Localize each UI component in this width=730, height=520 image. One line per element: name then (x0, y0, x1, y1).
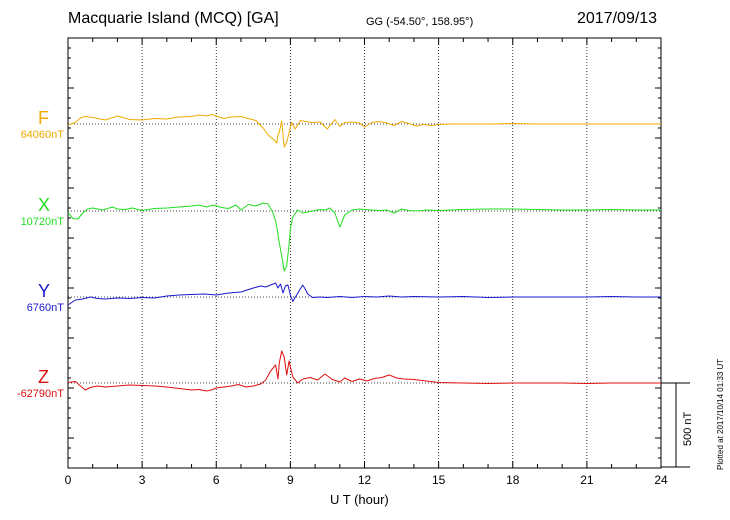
chart-date: 2017/09/13 (577, 10, 658, 27)
plot-border (67, 37, 662, 469)
x-tick-label: 12 (358, 473, 372, 487)
series-line-z (67, 350, 661, 392)
x-axis-label: U T (hour) (330, 492, 389, 507)
plotted-timestamp: Plotted at 2017/10/14 01:33 UT (716, 358, 725, 470)
x-tick-label: 18 (506, 473, 520, 487)
series-name-x: X (38, 195, 51, 215)
series-baseline-f: 64060nT (20, 129, 64, 141)
series-line-y (67, 282, 661, 306)
series-name-z: Z (38, 367, 49, 387)
scale-bar-label: 500 nT (682, 411, 694, 446)
series-name-f: F (38, 108, 49, 128)
scale-bar (661, 382, 690, 468)
series-line-x (67, 202, 661, 272)
series-baseline-y: 6760nT (26, 302, 64, 314)
plot-frame: 0 3 6 9 12 15 18 21 24 (65, 37, 668, 487)
station-coordinates: GG (-54.50°, 158.95°) (366, 16, 474, 28)
x-tick-label: 24 (654, 473, 668, 487)
x-tick-label: 15 (432, 473, 446, 487)
x-tick-label: 9 (287, 473, 294, 487)
series-baseline-x: 10720nT (20, 216, 64, 228)
grid-lines (68, 38, 661, 468)
series-lines (67, 114, 661, 392)
x-tick-label: 6 (213, 473, 220, 487)
x-tick-label: 0 (65, 473, 72, 487)
series-name-y: Y (38, 281, 51, 301)
x-tick-label: 21 (580, 473, 594, 487)
x-tick-label: 3 (139, 473, 146, 487)
chart-title: Macquarie Island (MCQ) [GA] (68, 10, 279, 27)
series-baseline-z: -62790nT (16, 388, 64, 400)
series-line-f (67, 114, 661, 148)
